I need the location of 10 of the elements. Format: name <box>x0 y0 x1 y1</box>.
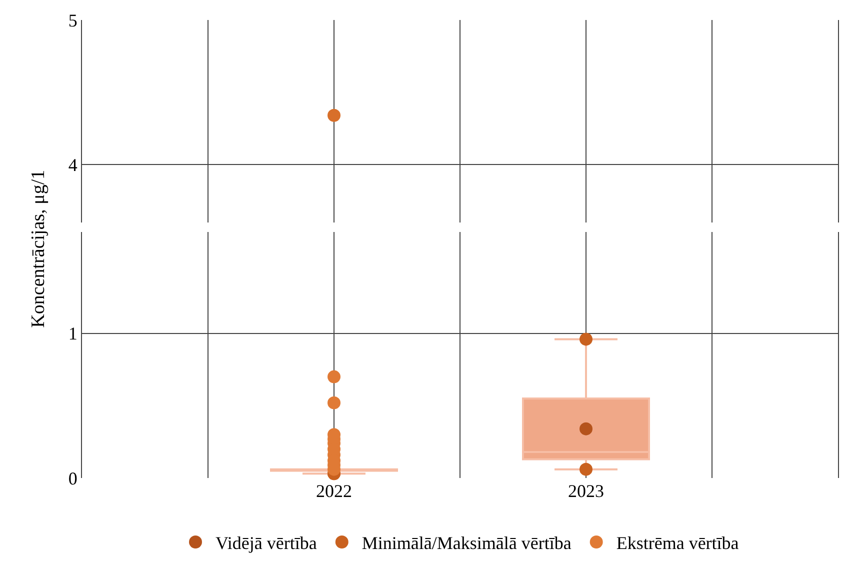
x-tick-label: 2022 <box>316 481 352 501</box>
legend-label: Minimālā/Maksimālā vērtība <box>362 533 572 554</box>
y-tick-label: 4 <box>68 154 78 175</box>
x-tick-label: 2023 <box>568 481 604 501</box>
legend-label: Vidējā vērtība <box>216 533 317 554</box>
y-tick-label: 0 <box>68 468 78 488</box>
legend-label: Ekstrēma vērtība <box>616 533 739 554</box>
y-tick-label: 5 <box>68 10 78 30</box>
y-tick-label: 1 <box>68 324 78 344</box>
y-axis-title: Koncentrācijas, μg/1 <box>28 170 49 328</box>
